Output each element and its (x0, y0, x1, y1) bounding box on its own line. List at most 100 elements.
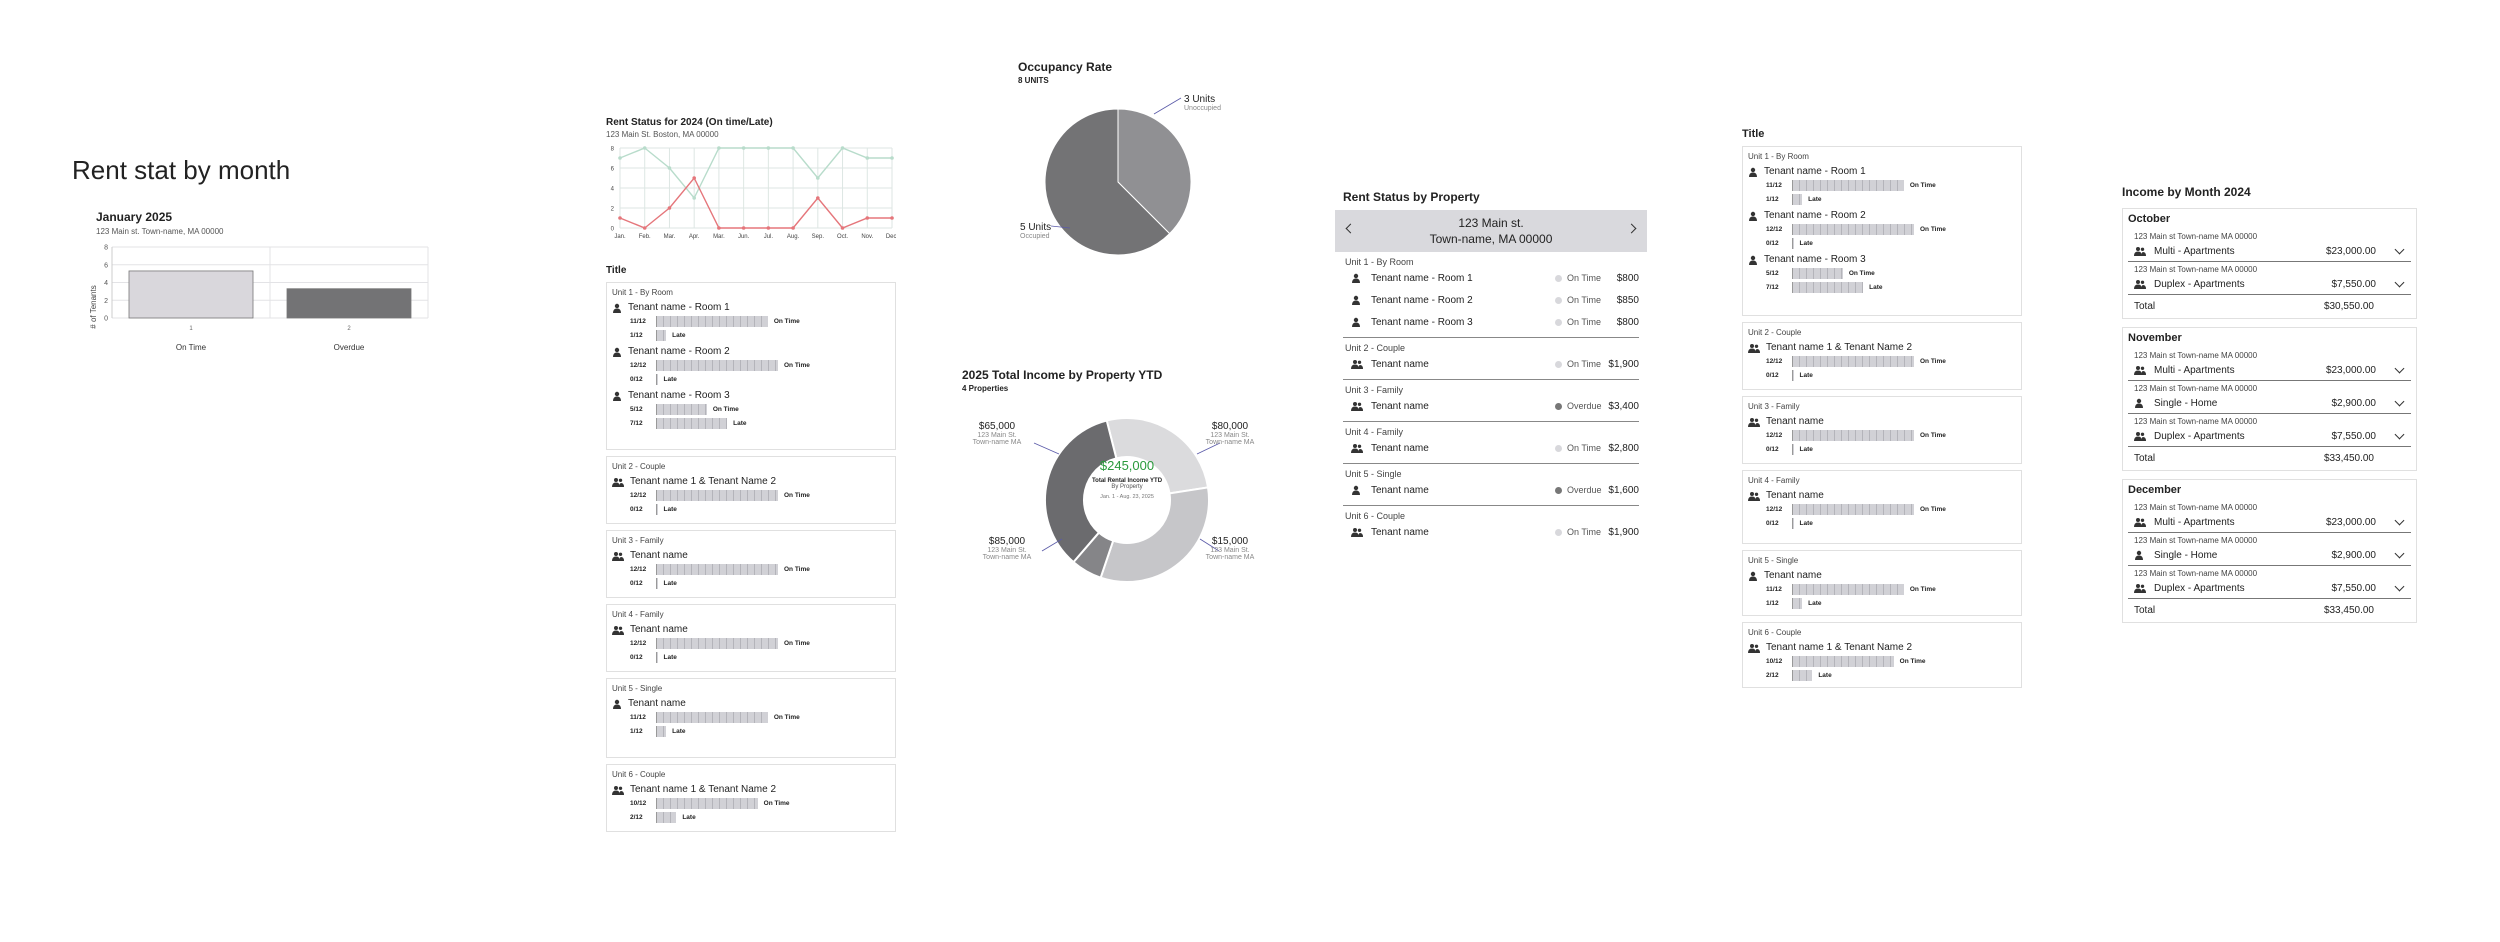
income-item-amount: $7,550.00 (2331, 278, 2377, 290)
on-time-ratio: 11/12 (630, 317, 646, 325)
tenant-row: Tenant name 1 & Tenant Name 2 10/12 On Tim… (612, 784, 890, 823)
income-item: 123 Main st Town-name MA 00000 Duplex - A… (2128, 262, 2411, 295)
late-row: 0/12 Late (630, 373, 890, 385)
tenant-name-line: Tenant name (1748, 490, 2016, 501)
late-bar (1792, 669, 1813, 681)
person-icon (612, 699, 622, 709)
donut-center: $245,000 Total Rental Income YTD By Prop… (1072, 458, 1182, 500)
income-month-name: November (2128, 332, 2182, 344)
unit-status-list-section: Title Unit 1 - By Room Tenant name - Room… (1742, 128, 2022, 758)
income-item-amount: $2,900.00 (2331, 549, 2377, 561)
chevron-down-icon[interactable] (2394, 515, 2405, 525)
people-icon (1748, 417, 1760, 427)
on-time-ratio: 12/12 (1766, 505, 1783, 513)
on-time-status: On Time (784, 491, 810, 499)
x-tick-label: Mar. (713, 234, 725, 240)
chevron-down-icon[interactable] (2394, 548, 2405, 558)
chevron-down-icon[interactable] (2394, 244, 2405, 254)
on-time-dot (1555, 318, 1562, 326)
income-total-label: Total (2134, 453, 2156, 464)
tenant-name-line: Tenant name - Room 2 (1748, 210, 2016, 221)
on-time-point (791, 146, 795, 150)
income-item-address: 123 Main st Town-name MA 00000 (2134, 569, 2258, 578)
chevron-down-icon[interactable] (2394, 396, 2405, 406)
donut-label-3: $85,000 123 Main St. Town-name MA (982, 536, 1032, 561)
unit-label: Unit 6 - Couple (1748, 628, 1802, 637)
person-icon (1351, 485, 1367, 495)
tenant-row: Tenant name - Room 1 11/12 On Time 1/12 Late (1748, 166, 2016, 205)
tenant-name: Tenant name 1 & Tenant Name 2 (1766, 642, 1913, 653)
tenant-name: Tenant name (1766, 416, 1824, 427)
donut-leader-2 (1196, 442, 1221, 455)
month-title: January 2025 (96, 210, 173, 224)
people-icon (1748, 491, 1760, 501)
late-bar (1792, 193, 1803, 205)
late-bar (656, 329, 667, 341)
unit-label: Unit 5 - Single (1748, 556, 1799, 565)
tenant-row: Tenant name - Room 2 12/12 On Time 0/12 Late (1748, 210, 2016, 249)
on-time-bar (1792, 179, 1904, 191)
property-status: Overdue (1567, 485, 1602, 495)
total-income-section: 2025 Total Income by Property YTD 4 Prop… (962, 368, 1292, 583)
people-icon (1351, 359, 1367, 369)
on-time-status: On Time (1920, 357, 1946, 365)
person-icon (1748, 211, 1758, 221)
property-amount: $1,900 (1608, 526, 1639, 538)
on-time-bar (656, 359, 778, 371)
chevron-down-icon[interactable] (2394, 581, 2405, 591)
on-time-status: On Time (784, 639, 810, 647)
unit-label: Unit 2 - Couple (1748, 328, 1802, 337)
tenant-name-line: Tenant name - Room 3 (612, 390, 890, 401)
on-time-bar (656, 797, 758, 809)
bar-overdue (286, 288, 412, 319)
unoccupied-label: 3 Units Unoccupied (1184, 94, 1221, 112)
unit-list: Unit 1 - By Room Tenant name - Room 1 11/1… (606, 282, 896, 838)
property-tenant-name: Tenant name (1371, 358, 1429, 370)
tenant-row: Tenant name 12/12 On Time 0/12 Late (1748, 416, 2016, 455)
late-ratio: 1/12 (630, 727, 643, 735)
late-point (791, 226, 795, 230)
on-time-dot (1555, 360, 1562, 368)
late-row: 1/12 Late (1766, 193, 2016, 205)
income-month-card: November 123 Main st Town-name MA 00000 Mu… (2122, 327, 2417, 471)
income-item-amount: $2,900.00 (2331, 397, 2377, 409)
late-status: Late (1808, 599, 1822, 607)
chevron-down-icon[interactable] (2394, 429, 2405, 439)
property-unit-label: Unit 1 - By Room (1345, 257, 1414, 267)
tenant-name-line: Tenant name - Room 2 (612, 346, 890, 357)
income-total-value: $30,550.00 (2323, 301, 2374, 312)
late-point (618, 216, 622, 220)
property-status: On Time (1567, 273, 1602, 283)
on-time-status: On Time (784, 565, 810, 573)
line-chart-title: Rent Status for 2024 (On time/Late) (606, 117, 773, 128)
on-time-point (618, 156, 622, 160)
property-status-title: Rent Status by Property (1343, 190, 1480, 204)
unit-list-2: Unit 1 - By Room Tenant name - Room 1 11/1… (1742, 146, 2022, 688)
income-item: 123 Main st Town-name MA 00000 Multi - Ap… (2128, 229, 2411, 262)
on-time-ratio: 5/12 (630, 405, 643, 413)
chevron-down-icon[interactable] (2394, 277, 2405, 287)
income-item-type: Duplex - Apartments (2154, 278, 2245, 290)
property-unit-label: Unit 6 - Couple (1345, 511, 1406, 521)
occupancy-title: Occupancy Rate (1018, 60, 1113, 74)
donut-label-2: $80,000 123 Main St. Town-name MA (1205, 421, 1255, 446)
occupancy-subtitle: 8 UNITS (1018, 76, 1049, 85)
on-time-row: 12/12 On Time (630, 489, 890, 501)
unit-card: Unit 6 - Couple Tenant name 1 & Tenant Na… (606, 764, 896, 832)
income-item: 123 Main st Town-name MA 00000 Multi - Ap… (2128, 500, 2411, 533)
income-item-address: 123 Main st Town-name MA 00000 (2134, 417, 2258, 426)
on-time-point (642, 146, 647, 150)
late-status: Late (663, 579, 677, 587)
late-bar (656, 417, 728, 429)
donut-leader-3 (1041, 538, 1063, 552)
on-time-status: On Time (773, 317, 800, 325)
tenant-row: Tenant name 12/12 On Time 0/12 Late (612, 550, 890, 589)
property-selector: 123 Main st. Town-name, MA 00000 (1335, 210, 1647, 252)
unit-card: Unit 3 - Family Tenant name 12/12 On Time 0/… (1742, 396, 2022, 464)
tenant-name-line: Tenant name 1 & Tenant Name 2 (1748, 342, 2016, 353)
unit-list-title: Title (606, 265, 627, 276)
on-time-row: 12/12 On Time (630, 359, 890, 371)
chevron-down-icon[interactable] (2394, 363, 2405, 373)
property-status: Overdue (1567, 401, 1602, 411)
unit-card: Unit 2 - Couple Tenant name 1 & Tenant Na… (1742, 322, 2022, 390)
